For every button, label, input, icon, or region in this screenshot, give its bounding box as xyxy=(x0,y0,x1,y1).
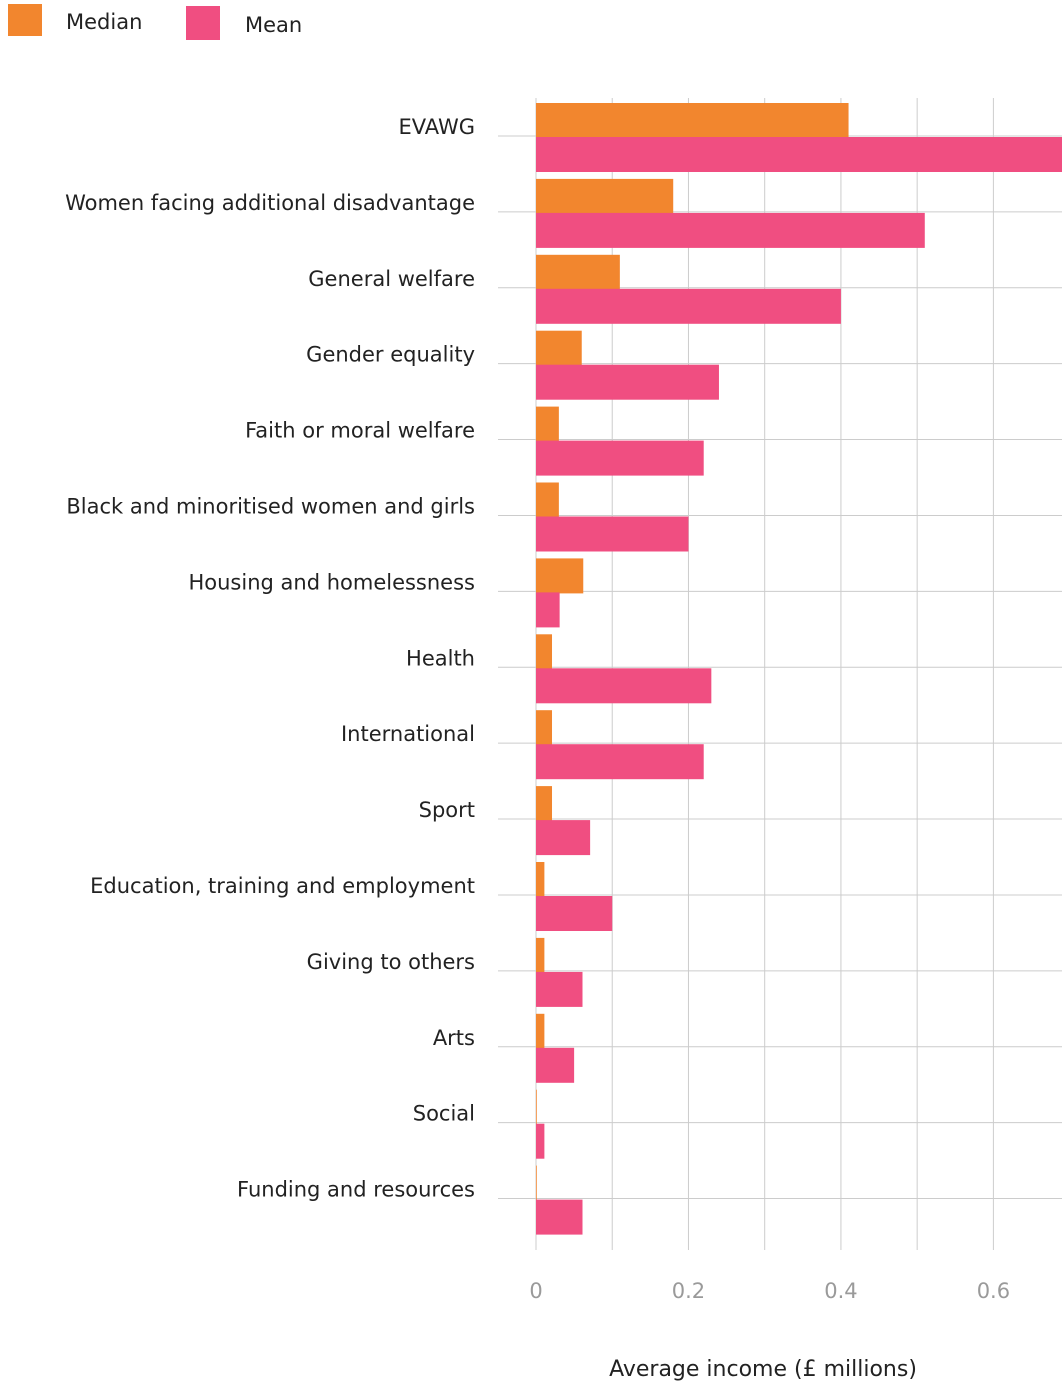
bar-median-general-welfare xyxy=(536,254,620,290)
bar-mean-housing-and-homelessness xyxy=(536,592,560,628)
category-label-gender-equality: Gender equality xyxy=(306,343,475,367)
category-label-health: Health xyxy=(406,646,475,670)
category-label-housing-and-homelessness: Housing and homelessness xyxy=(188,570,475,594)
category-label-faith-or-moral-welfare: Faith or moral welfare xyxy=(245,419,475,443)
bar-mean-faith-or-moral-welfare xyxy=(536,440,704,476)
category-label-giving-to-others: Giving to others xyxy=(307,950,475,974)
bar-median-giving-to-others xyxy=(536,937,545,973)
category-label-education-training-and-employment: Education, training and employment xyxy=(90,874,475,898)
category-label-women-facing-additional-disadvantage: Women facing additional disadvantage xyxy=(65,191,475,215)
category-label-arts: Arts xyxy=(433,1026,475,1050)
x-tick-label: 0.6 xyxy=(977,1279,1010,1303)
bar-median-funding-and-resources xyxy=(536,1165,537,1201)
legend-label-median: Median xyxy=(66,10,142,34)
legend-swatch-median xyxy=(8,4,42,36)
category-label-international: International xyxy=(341,722,475,746)
gridlines xyxy=(498,98,1062,1250)
bar-mean-general-welfare xyxy=(536,288,841,324)
bar-mean-evawg xyxy=(536,137,1062,172)
legend-swatch-mean xyxy=(186,6,220,40)
bar-median-social xyxy=(536,1089,537,1125)
bar-mean-arts xyxy=(536,1047,575,1083)
bar-median-health xyxy=(536,634,553,670)
bar-mean-black-and-minoritised-women-and-girls xyxy=(536,516,689,552)
bar-median-black-and-minoritised-women-and-girls xyxy=(536,482,559,518)
bar-median-gender-equality xyxy=(536,330,582,366)
category-label-black-and-minoritised-women-and-girls: Black and minoritised women and girls xyxy=(66,494,475,518)
bar-median-sport xyxy=(536,786,553,822)
x-tick-label: 0 xyxy=(529,1279,542,1303)
bar-median-women-facing-additional-disadvantage xyxy=(536,178,674,214)
category-label-funding-and-resources: Funding and resources xyxy=(237,1178,475,1202)
legend: Median Mean xyxy=(8,4,302,40)
category-labels: EVAWG Women facing additional disadvantag… xyxy=(65,115,475,1202)
x-axis-title: Average income (£ millions) xyxy=(609,1357,917,1382)
bar-median-housing-and-homelessness xyxy=(536,558,584,594)
bar-mean-education-training-and-employment xyxy=(536,896,613,931)
bar-mean-women-facing-additional-disadvantage xyxy=(536,212,925,248)
bar-median-education-training-and-employment xyxy=(536,862,545,897)
category-label-sport: Sport xyxy=(419,798,475,822)
bar-mean-health xyxy=(536,668,712,704)
x-tick-label: 0.4 xyxy=(824,1279,857,1303)
bar-mean-social xyxy=(536,1123,545,1159)
x-tick-label: 0.2 xyxy=(672,1279,705,1303)
bar-mean-international xyxy=(536,744,704,780)
category-label-general-welfare: General welfare xyxy=(308,267,475,291)
bar-mean-giving-to-others xyxy=(536,971,583,1007)
bar-median-international xyxy=(536,710,553,746)
category-label-social: Social xyxy=(413,1102,475,1126)
category-label-evawg: EVAWG xyxy=(398,115,475,139)
bar-median-arts xyxy=(536,1013,545,1049)
bar-mean-funding-and-resources xyxy=(536,1199,583,1235)
bar-mean-sport xyxy=(536,820,591,856)
bar-median-faith-or-moral-welfare xyxy=(536,406,559,442)
bar-mean-gender-equality xyxy=(536,364,719,400)
x-axis-ticks: 0 0.2 0.4 0.6 xyxy=(529,1279,1010,1303)
legend-label-mean: Mean xyxy=(245,13,302,37)
bar-median-evawg xyxy=(536,103,849,138)
bars xyxy=(536,103,1062,1235)
